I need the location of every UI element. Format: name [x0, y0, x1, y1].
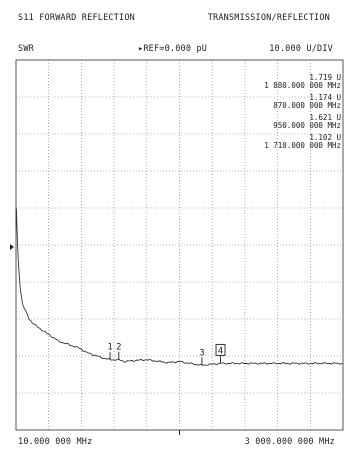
graticule	[15, 59, 344, 435]
marker-3-label: 3	[199, 348, 204, 358]
graticule-border	[15, 59, 344, 431]
start-frequency-label: 10.000 000 MHz	[18, 437, 93, 447]
marker-4-active-box	[215, 343, 226, 356]
format-label: SWR	[18, 44, 34, 54]
marker-2-label: 2	[116, 343, 121, 353]
marker-1-value: 1.719 U	[309, 73, 341, 82]
reference-level-indicator	[10, 244, 14, 250]
swr-trace-line	[15, 207, 344, 366]
marker-layer: 1 2 3 4	[107, 343, 226, 366]
stop-frequency-label: 3 000.000 000 MHz	[244, 437, 335, 447]
marker-3-frequency: 950.000 000 MHz	[273, 121, 341, 130]
marker-4-frequency: 1 710.000 000 MHz	[264, 141, 341, 150]
scale-label: 10.000 U/DIV	[269, 44, 333, 54]
marker-2-value: 1.174 U	[309, 93, 341, 102]
mode-label: TRANSMISSION/REFLECTION	[207, 13, 330, 23]
marker-2-frequency: 870.000 000 MHz	[273, 101, 341, 110]
marker-1-label: 1	[107, 343, 112, 353]
reference-label: ▸REF=0.000 pU	[138, 44, 208, 54]
marker-4-label: 4	[218, 346, 223, 356]
marker-3-value: 1.621 U	[309, 113, 341, 122]
measurement-label: S11 FORWARD REFLECTION	[18, 13, 135, 23]
marker-4-value: 1.102 U	[309, 133, 341, 142]
marker-1-frequency: 1 880.000 000 MHz	[264, 81, 341, 90]
